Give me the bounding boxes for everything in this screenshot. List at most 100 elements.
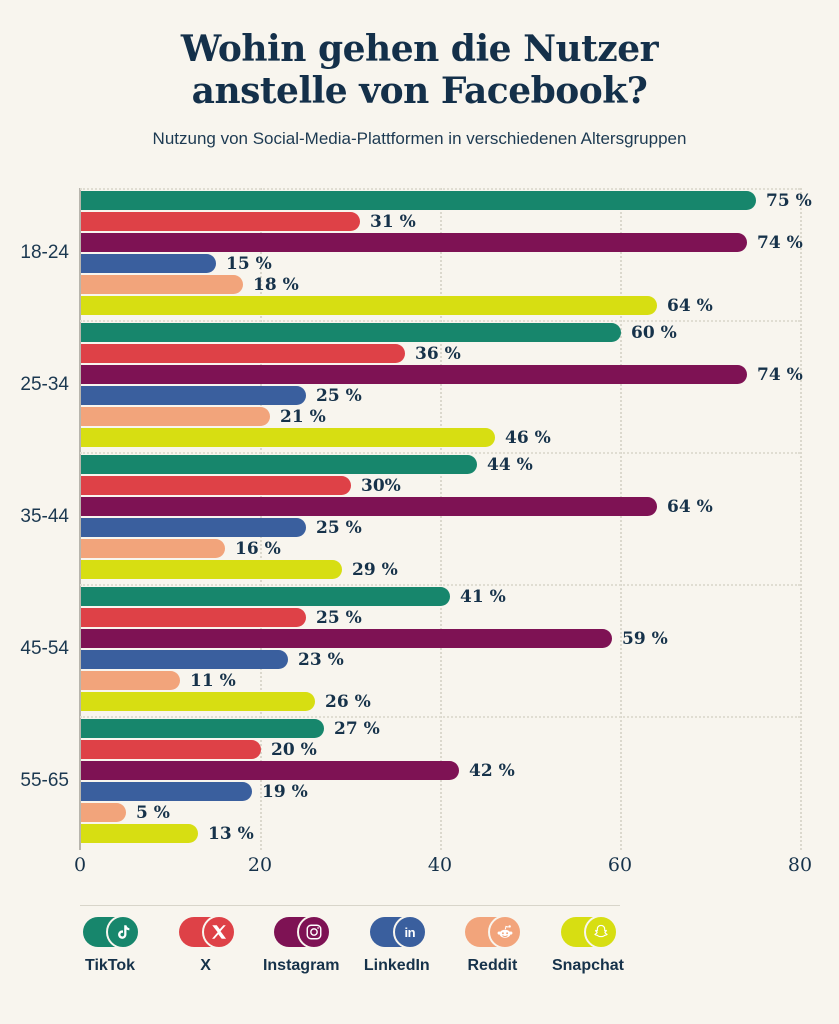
bar-value-label: 60 % (631, 322, 677, 343)
bar-group-35-44: 35-44 44 % 30% 64 % 25 % 16 % 29 % (20, 454, 800, 580)
bar-row: 46 % (81, 427, 800, 448)
reddit-bar (81, 671, 180, 690)
tiktok-bar (81, 191, 756, 210)
bar-row: 42 % (81, 760, 800, 781)
group-separator-line (80, 188, 800, 190)
x-bar (81, 476, 351, 495)
page-title-line2: anstelle von Facebook? (191, 70, 648, 113)
bar-value-label: 25 % (316, 385, 362, 406)
x-bar (81, 608, 306, 627)
bar-value-label: 26 % (325, 691, 371, 712)
bar-row: 36 % (81, 343, 800, 364)
bar-row: 41 % (81, 587, 800, 607)
chart-header: Wohin gehen die Nutzer anstelle von Face… (0, 28, 839, 149)
bar-value-label: 44 % (487, 454, 533, 475)
legend-item-linkedin: in LinkedIn (347, 915, 447, 975)
category-label: 55-65 (20, 770, 69, 791)
linkedin-bar (81, 518, 306, 537)
bar-value-label: 59 % (622, 628, 668, 649)
legend-label: TikTok (84, 957, 136, 974)
x-tick-label: 40 (427, 854, 453, 876)
bar-value-label: 27 % (334, 718, 380, 739)
bar-value-label: 36 % (415, 343, 461, 364)
linkedin-bar (81, 386, 306, 405)
gridline-x-40 (440, 188, 442, 850)
category-label: 18-24 (20, 242, 69, 263)
x-tick-label: 0 (73, 854, 87, 876)
linkedin-bar (81, 782, 252, 801)
instagram-bar (81, 365, 747, 384)
bar-row: 60 % (81, 322, 800, 343)
legend-item-x: X (156, 915, 256, 975)
bar-row: 5 % (81, 802, 800, 823)
bar-value-label: 29 % (352, 559, 398, 580)
group-separator-line (80, 452, 800, 454)
bar-value-label: 31 % (370, 211, 416, 232)
bar-row: 25 % (81, 607, 800, 628)
bar-row: 64 % (81, 496, 800, 517)
legend-item-snapchat: Snapchat (538, 915, 638, 975)
bar-value-label: 13 % (208, 823, 254, 844)
plot-area: 0 20 40 60 80 18-24 75 % 31 % 74 % 15 % 18 % 64 % 25… (20, 188, 812, 876)
x-bar (81, 212, 360, 231)
legend-item-reddit: Reddit (442, 915, 542, 975)
bar-value-label: 42 % (469, 760, 515, 781)
instagram-bar (81, 233, 747, 252)
bar-value-label: 74 % (757, 364, 803, 385)
snapchat-bar (81, 560, 342, 579)
snapchat-bar (81, 296, 657, 315)
chart-legend: TikTok X Instagram in LinkedIn Reddit Snapchat (80, 905, 624, 995)
bar-value-label: 20 % (271, 739, 317, 760)
bar-value-label: 75 % (766, 190, 812, 211)
category-label: 35-44 (20, 506, 69, 527)
reddit-bar (81, 275, 243, 294)
bar-row: 26 % (81, 691, 800, 712)
bar-row: 13 % (81, 823, 800, 844)
legend-swatch: in (369, 915, 427, 949)
bar-value-label: 19 % (262, 781, 308, 802)
legend-label: Reddit (467, 957, 518, 974)
bar-row: 59 % (81, 628, 800, 649)
bar-row: 25 % (81, 385, 800, 406)
bar-group-45-54: 45-54 41 % 25 % 59 % 23 % 11 % 26 % (20, 587, 800, 712)
bar-value-label: 5 % (136, 802, 170, 823)
legend-label: LinkedIn (363, 957, 430, 974)
legend-item-tiktok: TikTok (60, 915, 160, 975)
gridline-x-60 (620, 188, 622, 850)
bar-value-label: 74 % (757, 232, 803, 253)
instagram-bar (81, 629, 612, 648)
bar-row: 29 % (81, 559, 800, 580)
bar-group-25-34: 25-34 60 % 36 % 74 % 25 % 21 % 46 % (20, 322, 803, 448)
bar-group-18-24: 18-24 75 % 31 % 74 % 15 % 18 % 64 % (20, 191, 812, 316)
category-label: 25-34 (20, 374, 69, 395)
page-title-line1: Wohin gehen die Nutzer (180, 28, 659, 70)
legend-swatch (465, 915, 523, 949)
bar-value-label: 25 % (316, 607, 362, 628)
snapchat-bar (81, 692, 315, 711)
x-icon (201, 915, 236, 949)
bar-row: 75 % (81, 191, 812, 211)
bar-value-label: 46 % (505, 427, 551, 448)
bar-value-label: 16 % (235, 538, 281, 559)
reddit-bar (81, 407, 270, 426)
page-title: Wohin gehen die Nutzer anstelle von Face… (0, 28, 839, 113)
tiktok-icon (106, 915, 140, 949)
chart-subtitle: Nutzung von Social-Media-Plattformen in … (152, 128, 687, 148)
tiktok-bar (81, 455, 477, 474)
gridline-x-80 (800, 188, 802, 850)
category-label: 45-54 (20, 638, 69, 659)
linkedin-bar (81, 254, 216, 273)
x-tick-label: 20 (247, 854, 273, 876)
bar-row: 20 % (81, 739, 800, 760)
bar-row: 31 % (81, 211, 800, 232)
bar-row: 74 % (81, 232, 803, 253)
bar-row: 25 % (81, 518, 800, 538)
legend-label: Instagram (262, 957, 340, 974)
linkedin-bar (81, 650, 288, 669)
bar-row: 44 % (81, 454, 800, 475)
bar-row: 16 % (81, 538, 800, 559)
legend-item-instagram: Instagram (251, 915, 351, 975)
bar-value-label: 18 % (253, 274, 299, 295)
bar-value-label: 15 % (226, 253, 272, 274)
bar-value-label: 64 % (667, 496, 713, 517)
